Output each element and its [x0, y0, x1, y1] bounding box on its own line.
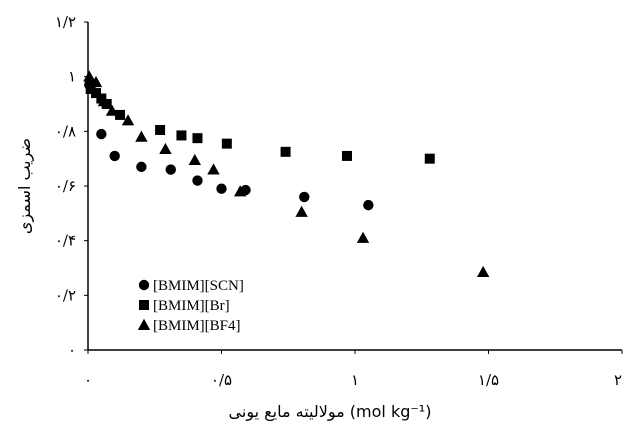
- y-tick-label: ۰: [68, 341, 76, 359]
- x-axis-label: مولالیته مایع یونی (mol kg⁻¹): [229, 402, 432, 422]
- data-points: [83, 70, 490, 278]
- legend-marker-square: [139, 300, 149, 310]
- data-point-square: [176, 130, 187, 141]
- data-point-circle: [216, 183, 227, 194]
- legend-label: [BMIM][BF4]: [153, 318, 241, 334]
- y-tick-label: ۱/۲: [55, 13, 76, 31]
- data-point-circle: [136, 161, 147, 173]
- data-point-square: [96, 93, 107, 104]
- data-point-triangle: [159, 142, 172, 155]
- legend-label: [BMIM][SCN]: [153, 278, 244, 294]
- tick-labels: ۰ ۰/۲ ۰/۴ ۰/۶ ۰/۸ ۱ ۱/۲ ۰ ۰/۵ ۱ ۱/۵ ۲: [55, 13, 622, 389]
- data-point-circle: [363, 199, 374, 211]
- data-point-triangle: [135, 130, 148, 142]
- data-point-triangle: [83, 70, 96, 82]
- data-point-circle: [165, 164, 176, 175]
- x-tick-label: ۱/۵: [478, 371, 499, 389]
- x-tick-label: ۲: [614, 371, 622, 389]
- data-point-circle: [299, 191, 310, 203]
- data-point-triangle: [295, 205, 308, 217]
- data-point-circle: [109, 150, 120, 162]
- x-tick-label: ۰: [84, 371, 92, 389]
- data-point-square: [91, 88, 102, 99]
- data-point-square: [192, 133, 203, 144]
- data-point-square: [85, 83, 96, 94]
- data-point-triangle: [121, 114, 135, 126]
- data-point-square: [115, 109, 126, 120]
- data-point-circle: [192, 175, 203, 186]
- legend-marker-triangle: [137, 318, 151, 330]
- y-tick-label: ۰/۲: [55, 286, 76, 304]
- x-tick-label: ۱: [351, 371, 359, 389]
- data-point-square: [155, 124, 166, 135]
- data-point-square: [341, 150, 352, 161]
- legend-label: [BMIM][Br]: [153, 298, 230, 314]
- data-point-triangle: [105, 104, 119, 116]
- data-point-triangle: [97, 95, 111, 107]
- y-tick-label: ۰/۴: [55, 232, 76, 250]
- data-point-circle: [96, 128, 107, 140]
- x-tick-label: ۰/۵: [211, 371, 232, 389]
- data-point-triangle: [476, 265, 490, 278]
- legend: [BMIM][SCN] [BMIM][Br] [BMIM][BF4]: [137, 278, 244, 334]
- y-tick-label: ۰/۸: [55, 122, 76, 140]
- data-point-triangle: [207, 163, 220, 175]
- data-point-triangle: [233, 185, 247, 197]
- data-point-square: [424, 153, 435, 164]
- y-axis-label: ضریب اسمزی: [15, 138, 35, 234]
- data-point-triangle: [188, 153, 201, 165]
- y-tick-label: ۱: [68, 68, 76, 86]
- data-point-triangle: [356, 231, 370, 243]
- y-tick-label: ۰/۶: [55, 177, 76, 195]
- data-point-triangle: [89, 75, 103, 88]
- data-point-square: [221, 138, 232, 149]
- legend-marker-circle: [138, 279, 150, 291]
- data-point-square: [280, 146, 291, 157]
